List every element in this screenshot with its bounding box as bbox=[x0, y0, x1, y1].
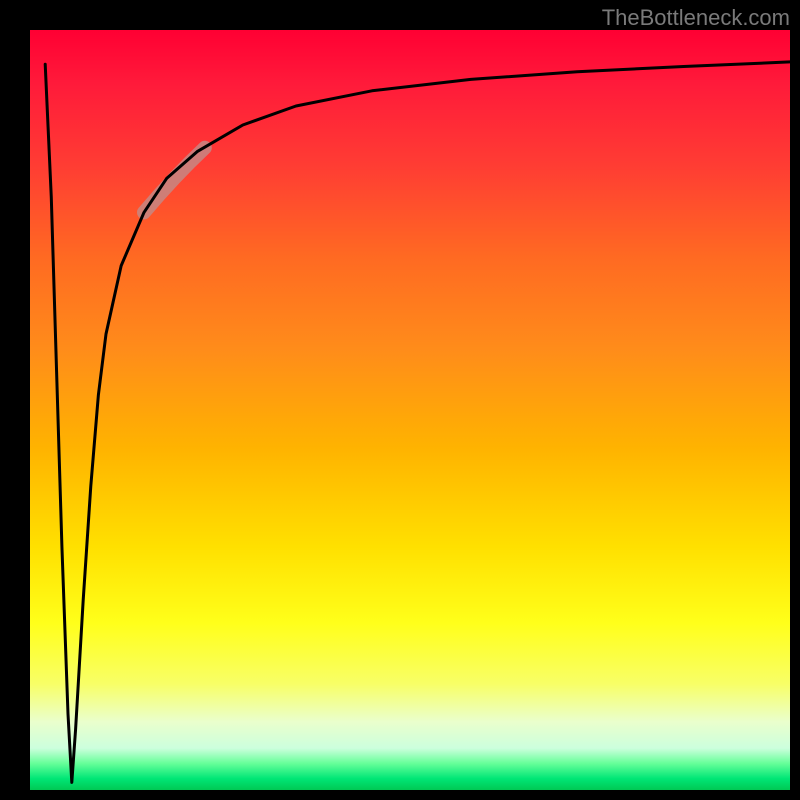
plot-area bbox=[30, 30, 790, 790]
curve-layer bbox=[30, 30, 790, 790]
watermark-text: TheBottleneck.com bbox=[602, 5, 790, 31]
bottleneck-curve bbox=[45, 62, 790, 782]
highlight-segment bbox=[144, 148, 205, 213]
chart-container: TheBottleneck.com bbox=[0, 0, 800, 800]
